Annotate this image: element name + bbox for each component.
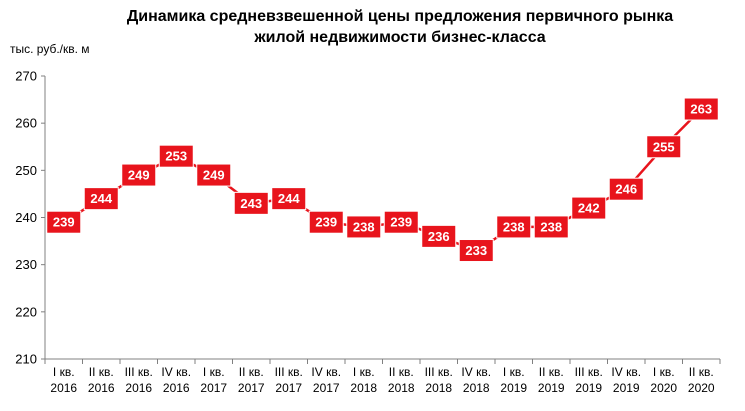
x-tick-label-quarter: II кв.: [89, 365, 114, 379]
x-tick-label-quarter: IV кв.: [461, 365, 491, 379]
data-label: 236: [428, 229, 450, 244]
x-tick-label-quarter: III кв.: [125, 365, 153, 379]
data-label: 238: [503, 219, 525, 234]
y-tick-label: 260: [15, 116, 37, 131]
data-label: 255: [653, 139, 675, 154]
x-tick-label-year: 2016: [88, 381, 115, 395]
y-tick-label: 250: [15, 163, 37, 178]
x-tick-label-year: 2018: [388, 381, 415, 395]
data-point-marker: [646, 135, 682, 159]
data-label: 263: [690, 102, 712, 117]
x-tick-label-quarter: II кв.: [239, 365, 264, 379]
x-tick-label-year: 2017: [275, 381, 302, 395]
x-tick-label-year: 2018: [463, 381, 490, 395]
y-tick-label: 230: [15, 257, 37, 272]
data-point-marker: [121, 163, 157, 187]
x-tick-label-year: 2018: [350, 381, 377, 395]
data-point-marker: [496, 215, 532, 239]
data-label: 246: [615, 182, 637, 197]
data-point-marker: [683, 97, 719, 121]
x-tick-label-year: 2019: [538, 381, 565, 395]
x-tick-label-quarter: III кв.: [575, 365, 603, 379]
x-tick-label-quarter: I кв.: [53, 365, 75, 379]
data-point-marker: [46, 210, 82, 234]
x-tick-label-year: 2017: [238, 381, 265, 395]
x-tick-label-year: 2016: [50, 381, 77, 395]
data-label: 233: [465, 243, 487, 258]
x-tick-label-quarter: I кв.: [353, 365, 375, 379]
data-point-marker: [533, 215, 569, 239]
x-tick-label-quarter: I кв.: [503, 365, 525, 379]
x-tick-label-quarter: IV кв.: [611, 365, 641, 379]
x-tick-label-year: 2016: [125, 381, 152, 395]
data-point-marker: [196, 163, 232, 187]
x-tick-label-year: 2019: [613, 381, 640, 395]
series-line: [63, 108, 703, 252]
data-point-marker: [158, 144, 194, 168]
data-label: 239: [53, 215, 75, 230]
x-tick-label-year: 2020: [688, 381, 715, 395]
data-label: 238: [540, 219, 562, 234]
x-tick-label-quarter: III кв.: [425, 365, 453, 379]
x-tick-label-quarter: II кв.: [389, 365, 414, 379]
x-tick-label-year: 2017: [200, 381, 227, 395]
x-tick-label-quarter: I кв.: [203, 365, 225, 379]
data-label: 239: [390, 215, 412, 230]
x-tick-label-year: 2016: [163, 381, 190, 395]
y-tick-label: 220: [15, 304, 37, 319]
x-tick-label-year: 2017: [313, 381, 340, 395]
chart-title: Динамика средневзвешенной цены предложен…: [60, 6, 740, 48]
x-tick-label-quarter: IV кв.: [161, 365, 191, 379]
data-label: 244: [90, 191, 112, 206]
x-tick-label-year: 2019: [500, 381, 527, 395]
data-label: 239: [315, 215, 337, 230]
data-point-marker: [271, 187, 307, 211]
x-tick-label-quarter: IV кв.: [311, 365, 341, 379]
data-point-marker: [383, 210, 419, 234]
x-tick-label-year: 2020: [650, 381, 677, 395]
y-tick-label: 240: [15, 210, 37, 225]
data-label: 238: [353, 219, 375, 234]
data-label: 253: [165, 149, 187, 164]
x-tick-label-quarter: I кв.: [653, 365, 675, 379]
chart-title-line1: Динамика средневзвешенной цены предложен…: [126, 8, 674, 25]
data-label: 243: [240, 196, 262, 211]
data-point-marker: [346, 215, 382, 239]
data-label: 249: [128, 168, 150, 183]
data-point-marker: [83, 187, 119, 211]
data-point-marker: [308, 210, 344, 234]
x-tick-label-year: 2018: [425, 381, 452, 395]
data-label: 242: [578, 201, 600, 216]
chart-title-line2: жилой недвижимости бизнес-класса: [254, 29, 546, 46]
x-tick-label-year: 2019: [575, 381, 602, 395]
data-point-marker: [233, 191, 269, 215]
data-point-marker: [458, 239, 494, 263]
y-axis-unit-label: тыс. руб./кв. м: [10, 42, 90, 56]
data-point-marker: [608, 177, 644, 201]
data-point-marker: [421, 224, 457, 248]
x-tick-label-quarter: II кв.: [689, 365, 714, 379]
y-tick-label: 270: [15, 69, 37, 84]
data-point-marker: [571, 196, 607, 220]
x-tick-label-quarter: II кв.: [539, 365, 564, 379]
x-tick-label-quarter: III кв.: [275, 365, 303, 379]
data-label: 249: [203, 168, 225, 183]
y-tick-label: 210: [15, 352, 37, 367]
data-label: 244: [278, 191, 300, 206]
